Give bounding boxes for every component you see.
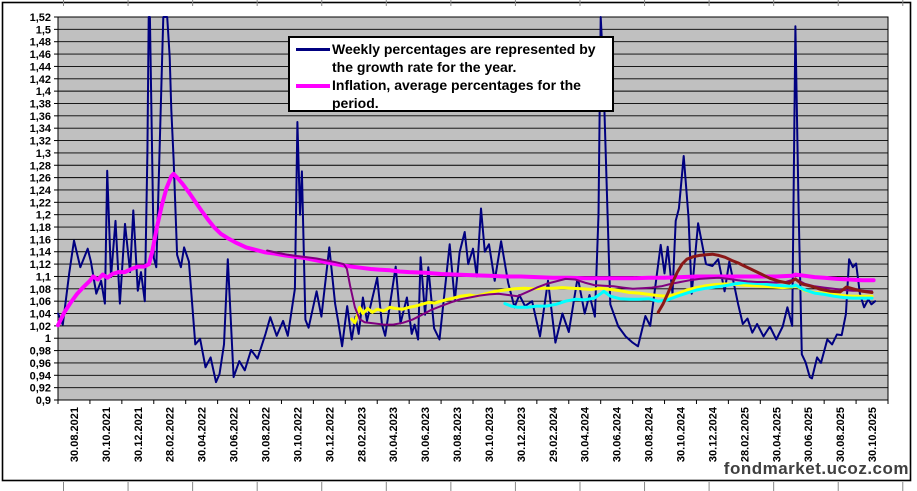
y-axis-label: 1,4 bbox=[36, 86, 52, 98]
series-series-dark-red-line bbox=[656, 252, 874, 314]
x-axis-label: 30.08.2021 bbox=[69, 407, 81, 462]
x-axis-label: 30.12.2024 bbox=[707, 406, 719, 462]
x-axis-label: 30.08.2024 bbox=[644, 406, 656, 462]
y-axis-label: 1,34 bbox=[30, 123, 52, 135]
legend-item-inflation: Inflation, average percentages for the p… bbox=[296, 76, 608, 112]
y-axis-label: 1,08 bbox=[30, 284, 51, 296]
y-axis-label: 1,46 bbox=[30, 49, 51, 61]
y-axis-label: 1,2 bbox=[36, 210, 51, 222]
series-weekly-growth-rate-line bbox=[57, 16, 877, 384]
y-axis-label: 1,24 bbox=[30, 185, 52, 197]
legend-line-sample-inflation-icon bbox=[296, 84, 330, 88]
axis-ticks bbox=[54, 16, 889, 404]
y-axis-label: 1,28 bbox=[30, 160, 51, 172]
x-axis-label: 30.04.2025 bbox=[771, 407, 783, 462]
y-axis-label: 0,9 bbox=[36, 395, 51, 407]
x-axis-label: 30.12.2022 bbox=[324, 407, 336, 462]
y-axis-label: 0,96 bbox=[30, 358, 51, 370]
y-axis-label: 1,18 bbox=[30, 222, 51, 234]
x-axis-label: 30.06.2022 bbox=[229, 407, 241, 462]
y-axis-label: 1,12 bbox=[30, 259, 51, 271]
x-axis-label: 30.06.2025 bbox=[803, 407, 815, 462]
y-axis-label: 1,04 bbox=[30, 309, 52, 321]
y-axis-label: 0,94 bbox=[30, 370, 52, 382]
y-axis-label: 1,48 bbox=[30, 37, 51, 49]
legend-label-weekly: Weekly percentages are represented by th… bbox=[332, 41, 596, 75]
y-axis-label: 1,52 bbox=[30, 12, 51, 24]
y-axis-label: 1,3 bbox=[36, 148, 51, 160]
x-axis-labels: 30.08.2021 30.10.2021 30.12.2021 28.02.2022… bbox=[69, 406, 879, 462]
y-axis-label: 1,22 bbox=[30, 197, 51, 209]
y-axis-label: 1,32 bbox=[30, 136, 51, 148]
x-axis-label: 30.04.2024 bbox=[580, 406, 592, 462]
x-axis-label: 30.10.2021 bbox=[101, 407, 113, 462]
series-series-cyan-line bbox=[503, 281, 874, 309]
x-axis-label: 29.02.2024 bbox=[548, 406, 560, 462]
y-axis-label: 1,14 bbox=[30, 247, 52, 259]
y-axis-label: 1,36 bbox=[30, 111, 51, 123]
x-axis-label: 30.06.2023 bbox=[420, 407, 432, 462]
x-axis-label: 30.12.2023 bbox=[516, 407, 528, 462]
series-series-purple-line bbox=[266, 249, 873, 326]
y-axis-label: 1,1 bbox=[36, 271, 51, 283]
x-axis-label: 30.08.2025 bbox=[835, 407, 847, 462]
legend-label-inflation: Inflation, average percentages for the p… bbox=[332, 77, 581, 111]
x-axis-label: 28.02.2023 bbox=[356, 407, 368, 462]
x-axis-label: 28.02.2025 bbox=[739, 407, 751, 462]
x-axis-label: 30.06.2024 bbox=[612, 406, 624, 462]
x-axis-label: 30.08.2022 bbox=[261, 407, 273, 462]
y-axis-label: 1 bbox=[45, 333, 51, 345]
y-axis-label: 1,5 bbox=[36, 24, 51, 36]
y-axis-label: 1,38 bbox=[30, 98, 51, 110]
y-axis-label: 1,44 bbox=[30, 61, 52, 73]
series-inflation-average-line bbox=[56, 171, 876, 328]
y-axis-label: 1,26 bbox=[30, 173, 51, 185]
x-axis-label: 30.04.2022 bbox=[197, 407, 209, 462]
y-axis-label: 1,16 bbox=[30, 234, 51, 246]
x-axis-label: 28.02.2022 bbox=[165, 407, 177, 462]
x-axis-label: 30.10.2025 bbox=[867, 407, 879, 462]
legend-line-sample-weekly-icon bbox=[296, 48, 330, 51]
y-axis-label: 0,98 bbox=[30, 346, 51, 358]
y-axis-labels: 1,521,51,481,461,441,421,41,381,361,341,… bbox=[30, 12, 52, 407]
y-axis-label: 0,92 bbox=[30, 383, 51, 395]
legend: Weekly percentages are represented by th… bbox=[288, 36, 614, 112]
x-axis-label: 30.10.2022 bbox=[292, 407, 304, 462]
x-axis-label: 30.04.2023 bbox=[388, 407, 400, 462]
x-axis-label: 30.10.2023 bbox=[484, 407, 496, 462]
x-axis-label: 30.08.2023 bbox=[452, 407, 464, 462]
y-axis-label: 1,42 bbox=[30, 74, 51, 86]
y-axis-label: 1,06 bbox=[30, 296, 51, 308]
watermark: fondmarket.ucoz.com bbox=[723, 459, 909, 478]
y-axis-label: 1,02 bbox=[30, 321, 51, 333]
series-series-yellow-line bbox=[350, 282, 874, 325]
spreadsheet-gridline-ticks bbox=[63, 0, 904, 491]
x-axis-label: 30.10.2024 bbox=[676, 406, 688, 462]
x-axis-label: 30.12.2021 bbox=[133, 407, 145, 462]
series-lines bbox=[56, 16, 877, 384]
legend-item-weekly: Weekly percentages are represented by th… bbox=[296, 40, 608, 76]
